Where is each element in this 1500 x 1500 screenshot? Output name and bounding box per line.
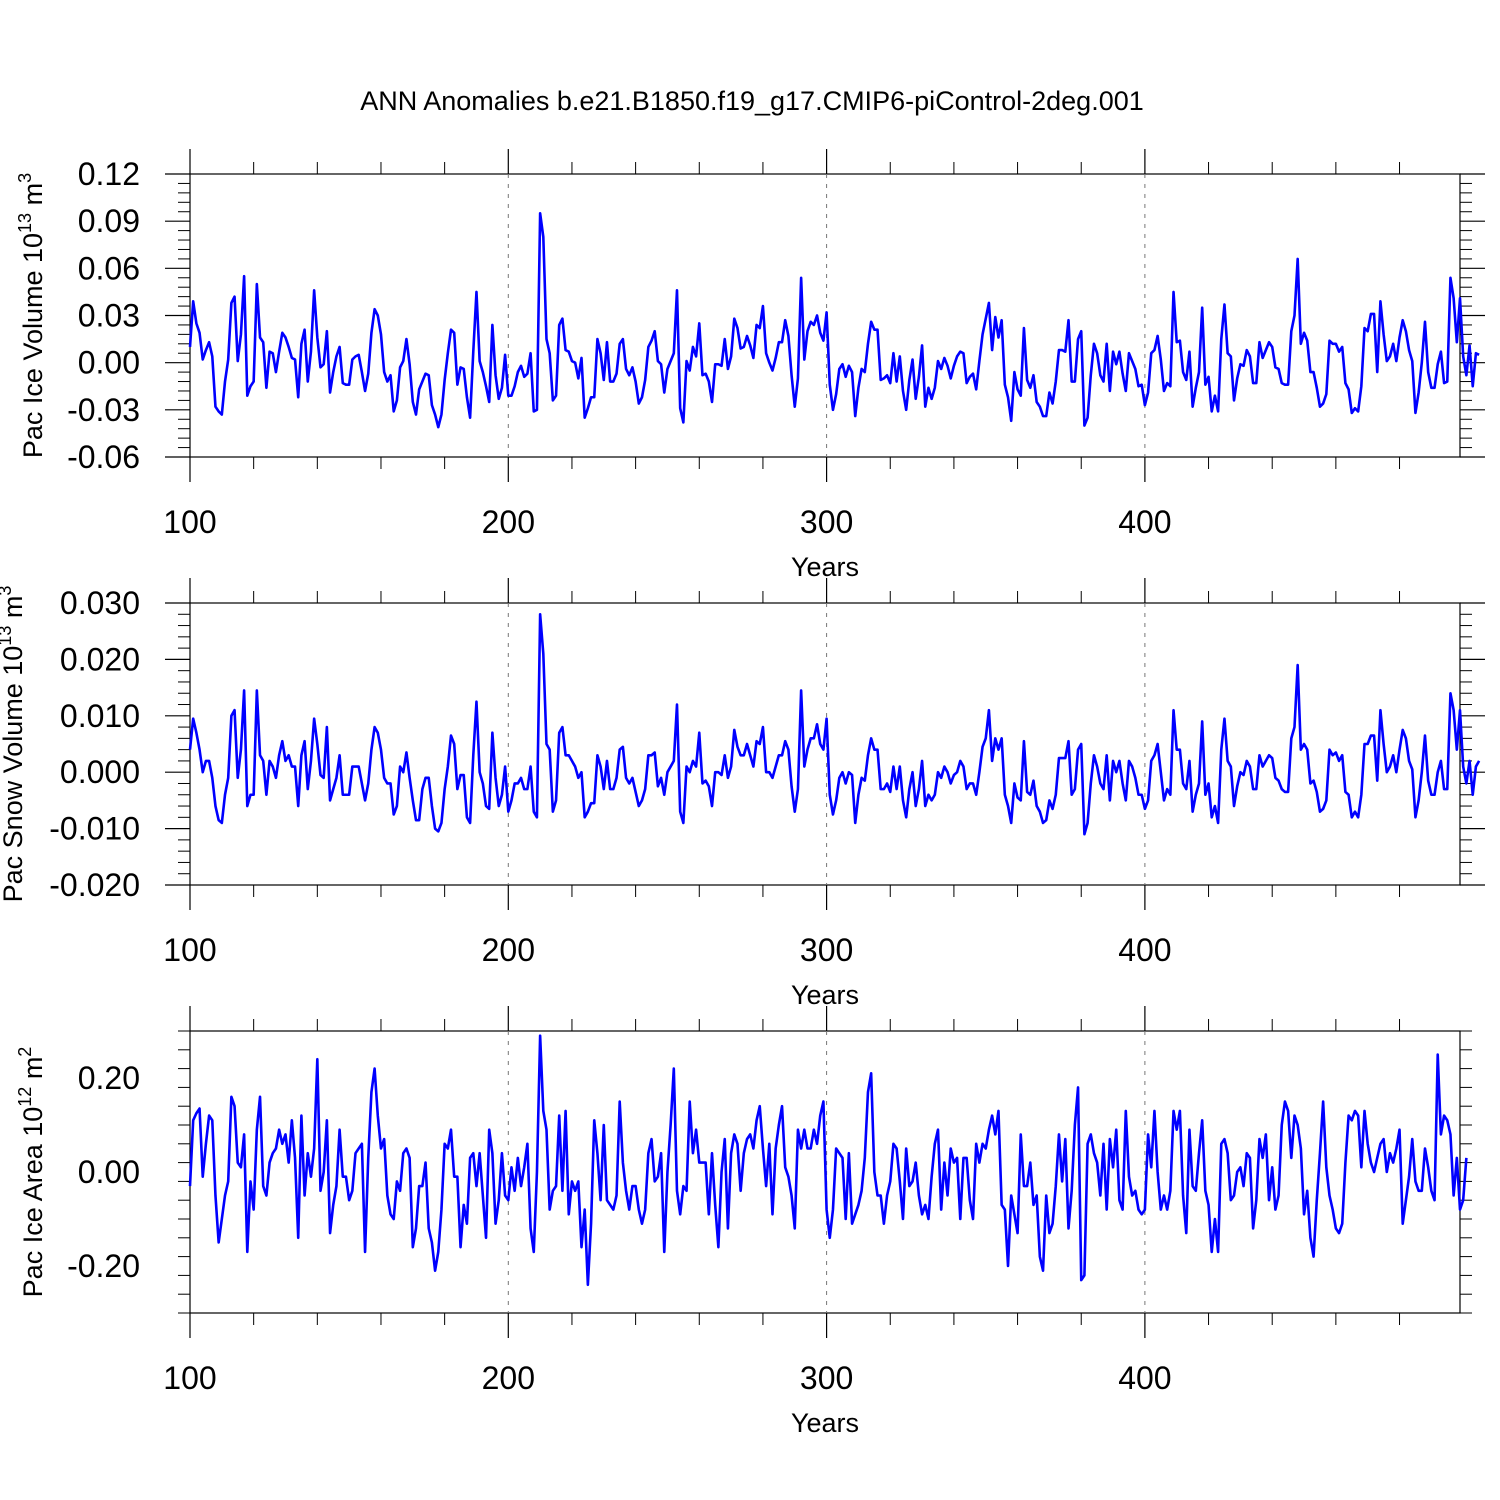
- chart-title: ANN Anomalies b.e21.B1850.f19_g17.CMIP6-…: [360, 86, 1144, 116]
- y-tick-label: -0.03: [67, 392, 140, 428]
- y-tick-label: 0.20: [78, 1060, 140, 1096]
- panel-1: 100 200 300 400 Years -0.06 -0.03 0.00 0.03 0.06 0…: [15, 149, 1485, 582]
- x-axis-label: Years: [791, 552, 859, 582]
- series-line: [188, 612, 1481, 836]
- x-tick-label: 300: [800, 1360, 853, 1396]
- panel-3: 100 200 300 400 Years -0.20 0.00 0.20 Pac Ice Ar…: [15, 1006, 1472, 1438]
- y-tick-label: 0.03: [78, 298, 140, 334]
- x-tick-label: 200: [482, 932, 535, 968]
- x-tick-label: 200: [482, 1360, 535, 1396]
- y-axis-label: Pac Ice Volume 1013 m3: [15, 173, 48, 458]
- x-axis-label: Years: [791, 1408, 859, 1438]
- x-tick-label: 100: [163, 932, 216, 968]
- y-tick-label: 0.09: [78, 203, 140, 239]
- y-tick-label: 0.010: [60, 698, 140, 734]
- y-tick-label: 0.030: [60, 585, 140, 621]
- series-line: [188, 212, 1480, 429]
- y-tick-label: 0.020: [60, 641, 140, 677]
- x-tick-label: 100: [163, 504, 216, 540]
- y-axis-label: Pac Snow Volume 1013 m3: [0, 586, 28, 903]
- y-tick-label: -0.020: [49, 867, 140, 903]
- y-tick-label: 0.00: [78, 1154, 140, 1190]
- x-tick-label: 400: [1118, 504, 1171, 540]
- panel-2: 100 200 300 400 Years -0.020 -0.010 0.000 0.010 0…: [0, 578, 1485, 1010]
- x-axis-label: Years: [791, 980, 859, 1010]
- y-tick-label: 0.12: [78, 156, 140, 192]
- x-tick-label: 100: [163, 1360, 216, 1396]
- y-tick-label: 0.06: [78, 250, 140, 286]
- series-line: [188, 1034, 1468, 1287]
- y-tick-label: 0.00: [78, 345, 140, 381]
- x-tick-label: 400: [1118, 932, 1171, 968]
- x-tick-label: 400: [1118, 1360, 1171, 1396]
- y-tick-label: -0.06: [67, 439, 140, 475]
- x-tick-label: 300: [800, 932, 853, 968]
- y-axis-label: Pac Ice Area 1012 m2: [15, 1047, 48, 1298]
- y-tick-label: 0.000: [60, 754, 140, 790]
- x-tick-label: 200: [482, 504, 535, 540]
- y-tick-label: -0.010: [49, 811, 140, 847]
- y-tick-label: -0.20: [67, 1248, 140, 1284]
- x-tick-label: 300: [800, 504, 853, 540]
